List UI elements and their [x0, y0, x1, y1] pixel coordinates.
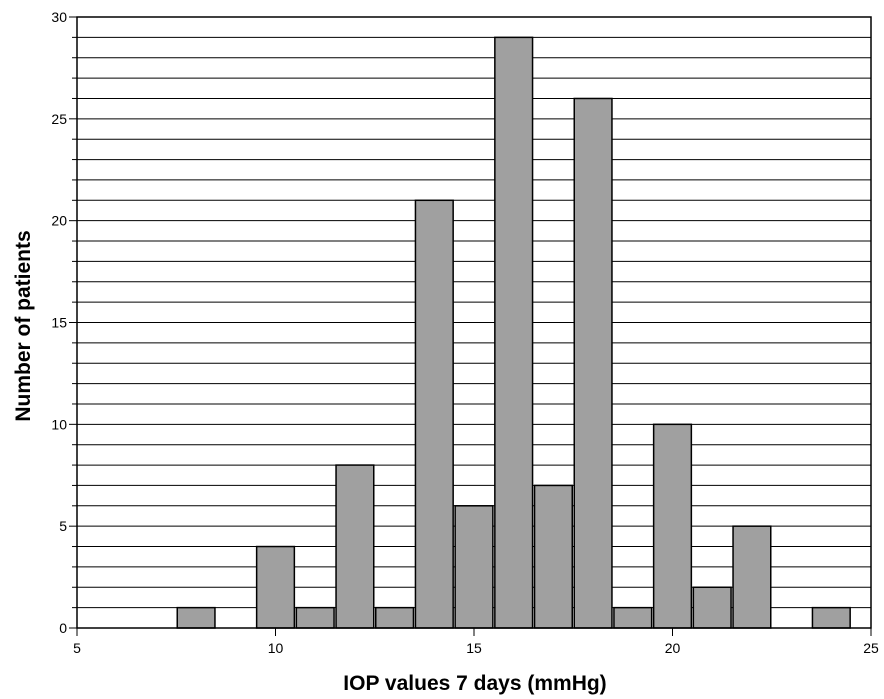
x-tick-label: 15	[466, 640, 482, 656]
x-axis-title: IOP values 7 days (mmHg)	[343, 672, 606, 695]
bar	[494, 36, 534, 629]
bar	[613, 606, 653, 629]
bar	[732, 525, 772, 629]
x-tick-label: 5	[73, 640, 81, 656]
x-tick-label: 25	[863, 640, 879, 656]
bar	[652, 423, 693, 629]
bar	[255, 545, 296, 629]
gridlines	[77, 36, 871, 609]
y-tick-label: 30	[51, 9, 67, 25]
bar	[374, 606, 415, 629]
bar	[533, 484, 574, 629]
y-tick-label: 5	[59, 518, 67, 534]
bar	[573, 97, 613, 629]
x-tick-label: 10	[268, 640, 284, 656]
bars	[176, 36, 851, 629]
bar	[692, 586, 732, 629]
y-tick-label: 0	[59, 620, 67, 636]
bar	[335, 464, 375, 629]
bar	[811, 606, 851, 629]
y-tick-label: 10	[51, 416, 67, 432]
y-axis-title: Number of patients	[12, 230, 35, 421]
bar	[176, 606, 216, 629]
y-tick-label: 25	[51, 111, 67, 127]
x-tick-label: 20	[665, 640, 681, 656]
y-tick-label: 15	[51, 315, 67, 331]
bar	[414, 199, 454, 629]
bar	[295, 606, 335, 629]
y-tick-label: 20	[51, 213, 67, 229]
bar	[454, 505, 494, 629]
